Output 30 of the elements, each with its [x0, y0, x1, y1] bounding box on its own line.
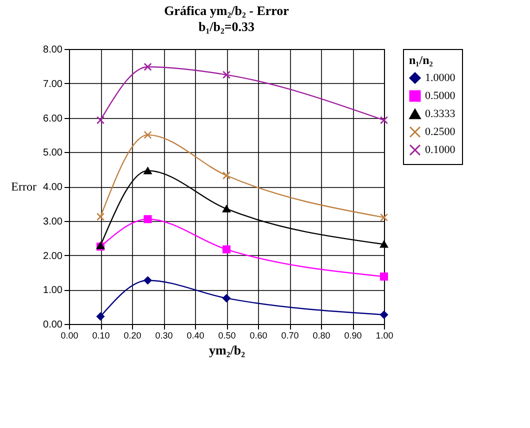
x-axis-title: ym₂/b₂ — [209, 342, 246, 358]
legend-label: 0.1000 — [425, 144, 456, 156]
x-tick-label: 0.40 — [186, 330, 204, 340]
x-tick-label: 0.90 — [344, 330, 362, 340]
legend-label: 0.3333 — [425, 108, 456, 120]
chart-title: Gráfica ym₂/b₂ - Error — [164, 3, 290, 18]
y-tick-label: 0.00 — [43, 320, 63, 330]
x-tick-label: 0.20 — [124, 330, 142, 340]
x-tick-label: 0.00 — [60, 330, 78, 340]
x-tick-label: 0.60 — [250, 330, 268, 340]
x-tick-label: 0.50 — [218, 330, 236, 340]
x-tick-label: 1.00 — [376, 330, 394, 340]
y-tick-label: 3.00 — [43, 216, 63, 228]
y-tick-label: 4.00 — [43, 182, 63, 193]
x-tick-label: 0.10 — [92, 330, 110, 340]
x-tick-label: 0.70 — [281, 330, 299, 340]
legend-title: n₁/n₂ — [409, 53, 434, 67]
legend-label: 0.5000 — [425, 90, 456, 102]
y-tick-label: 1.00 — [43, 285, 63, 296]
y-tick-label: 8.00 — [43, 44, 63, 56]
y-tick-label: 2.00 — [43, 250, 63, 262]
x-tick-label: 0.80 — [312, 330, 330, 340]
legend-label: 1.0000 — [425, 72, 456, 84]
y-tick-label: 6.00 — [43, 113, 63, 124]
y-tick-label: 5.00 — [43, 148, 63, 159]
chart-subtitle: b₁/b₂=0.33 — [198, 19, 256, 34]
x-tick-label: 0.30 — [155, 330, 173, 340]
y-axis-title: Error — [11, 180, 36, 194]
legend-label: 0.2500 — [425, 126, 456, 138]
y-tick-label: 7.00 — [43, 78, 63, 90]
